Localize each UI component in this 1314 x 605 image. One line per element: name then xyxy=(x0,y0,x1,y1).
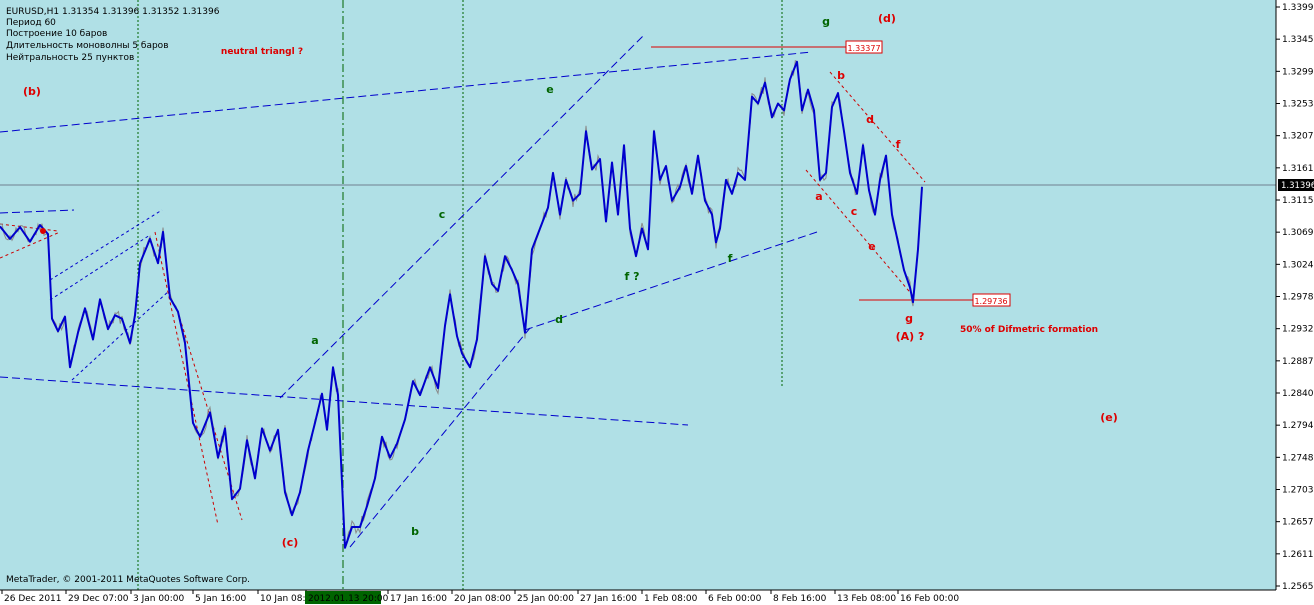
time-tick-label: 26 Dec 2011 xyxy=(4,594,62,604)
wave-label: g xyxy=(905,312,913,325)
price-tick-label: 1.31150 xyxy=(1282,196,1314,206)
trendline-df-lower[interactable] xyxy=(524,230,821,331)
red-channel-3[interactable] xyxy=(154,231,219,526)
trendline-small-top[interactable] xyxy=(0,209,75,214)
wave-label: e xyxy=(868,240,875,253)
trendline-channel-upper[interactable] xyxy=(279,35,644,399)
time-tick-label: 20 Jan 08:00 xyxy=(454,594,511,604)
price-box-high[interactable]: 1.33377 xyxy=(845,40,883,54)
wave-label: a xyxy=(311,334,318,347)
time-tick-label: 17 Jan 16:00 xyxy=(390,594,447,604)
wave-label: b xyxy=(411,525,419,538)
info-panel: EURUSD,H1 1.31354 1.31396 1.31352 1.3139… xyxy=(6,7,220,63)
price-tick-label: 1.27480 xyxy=(1282,453,1314,463)
info-line-build: Построение 10 баров xyxy=(6,29,107,39)
time-tick-label: 13 Feb 08:00 xyxy=(837,594,896,604)
red-channel-5[interactable] xyxy=(829,71,926,183)
red-channel-1[interactable] xyxy=(0,231,61,259)
price-tick-label: 1.28400 xyxy=(1282,389,1314,399)
price-tick-label: 1.30240 xyxy=(1282,260,1314,270)
price-box-low-text: 1.29736 xyxy=(974,297,1007,306)
wave-label: (e) xyxy=(1100,411,1118,424)
price-tick-label: 1.29780 xyxy=(1282,293,1314,303)
info-line-period: Период 60 xyxy=(6,18,56,28)
wave-label: f xyxy=(728,252,733,265)
copyright-text: MetaTrader, © 2001-2011 MetaQuotes Softw… xyxy=(6,575,250,585)
pivot-marker xyxy=(40,228,46,234)
wave-label: a xyxy=(815,190,822,203)
wave-label: (c) xyxy=(282,536,299,549)
price-tick-label: 1.28870 xyxy=(1282,357,1314,367)
time-tick-label: 1 Feb 08:00 xyxy=(644,594,698,604)
price-tick-label: 1.31610 xyxy=(1282,164,1314,174)
wave-series xyxy=(0,60,923,549)
price-tick-label: 1.27030 xyxy=(1282,486,1314,496)
time-tick-label: 8 Feb 16:00 xyxy=(773,594,827,604)
price-tick-label: 1.29320 xyxy=(1282,325,1314,335)
wave-line xyxy=(0,60,923,549)
wave-label: c xyxy=(851,205,858,218)
wave-label: c xyxy=(439,208,446,221)
trendline-lower-long[interactable] xyxy=(0,376,689,426)
price-box-low[interactable]: 1.29736 xyxy=(972,293,1011,307)
current-price-text: 1.31396 xyxy=(1281,181,1314,191)
price-tick-label: 1.26570 xyxy=(1282,518,1314,528)
time-tick-label: 10 Jan 08:00 xyxy=(260,594,317,604)
wave-label: b xyxy=(837,69,845,82)
trendline-upper-long[interactable] xyxy=(0,51,813,133)
trendlines[interactable] xyxy=(0,35,821,548)
wave-label: (d) xyxy=(878,12,896,25)
time-tick-label: 25 Jan 00:00 xyxy=(517,594,574,604)
trendline-channel-small-a[interactable] xyxy=(49,209,163,281)
trendline-channel-small-b[interactable] xyxy=(71,289,171,381)
price-axis-panel xyxy=(1276,0,1314,605)
time-tick-label: 6 Feb 00:00 xyxy=(708,594,762,604)
wave-label: neutral triangl ? xyxy=(221,47,303,57)
wave-label: (A) ? xyxy=(896,330,925,343)
wave-labels: (b) neutral triangl ? (c) a b c d e f ? f g (d) b a d c… xyxy=(23,12,1118,549)
price-tick-label: 1.32070 xyxy=(1282,132,1314,142)
red-channel-2[interactable] xyxy=(0,223,59,232)
wave-label: e xyxy=(546,83,553,96)
wave-label: f ? xyxy=(625,270,640,283)
wave-label: g xyxy=(822,15,830,28)
red-channel-6[interactable] xyxy=(805,169,915,298)
current-price-tag: 1.31396 xyxy=(1278,179,1314,191)
wave-label: (b) xyxy=(23,85,41,98)
price-axis[interactable]: 1.33990 1.33450 1.32990 1.32530 1.32070 1.316… xyxy=(1276,3,1314,592)
time-tick-label: 5 Jan 16:00 xyxy=(195,594,247,604)
time-highlight-box xyxy=(305,591,381,604)
time-tick-label: 3 Jan 00:00 xyxy=(133,594,185,604)
price-tick-label: 1.25650 xyxy=(1282,582,1314,592)
time-axis[interactable]: 26 Dec 2011 29 Dec 07:00 3 Jan 00:00 5 Jan … xyxy=(1,590,959,604)
price-tick-label: 1.26110 xyxy=(1282,550,1314,560)
price-tick-label: 1.33990 xyxy=(1282,3,1314,13)
time-tick-label: 27 Jan 16:00 xyxy=(580,594,637,604)
price-tick-label: 1.32990 xyxy=(1282,67,1314,77)
wave-label: 50% of Difmetric formation xyxy=(960,325,1098,335)
time-tick-label: 16 Feb 00:00 xyxy=(900,594,959,604)
price-tick-label: 1.27940 xyxy=(1282,421,1314,431)
plot-area[interactable] xyxy=(0,0,1276,590)
wave-label: f xyxy=(896,138,901,151)
trendline-channel-small-c[interactable] xyxy=(49,234,151,301)
info-line-duration: Длительность моноволны 5 баров xyxy=(6,41,169,51)
time-tick-label: 2012.01.13 20:00 xyxy=(308,594,389,604)
price-box-high-text: 1.33377 xyxy=(847,44,880,53)
wave-label: d xyxy=(866,113,874,126)
info-line-neutrality: Нейтральность 25 пунктов xyxy=(6,53,134,63)
info-line-symbol: EURUSD,H1 1.31354 1.31396 1.31352 1.3139… xyxy=(6,7,220,17)
price-tick-label: 1.32530 xyxy=(1282,100,1314,110)
price-tick-label: 1.30690 xyxy=(1282,228,1314,238)
time-tick-label: 29 Dec 07:00 xyxy=(68,594,129,604)
price-tick-label: 1.33450 xyxy=(1282,35,1314,45)
wave-label: d xyxy=(555,313,563,326)
